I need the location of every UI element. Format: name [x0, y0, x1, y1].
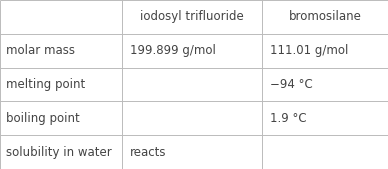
- Text: 199.899 g/mol: 199.899 g/mol: [130, 44, 216, 57]
- Text: 1.9 °C: 1.9 °C: [270, 112, 306, 125]
- Text: melting point: melting point: [6, 78, 85, 91]
- Text: bromosilane: bromosilane: [289, 10, 361, 23]
- Text: −94 °C: −94 °C: [270, 78, 312, 91]
- Text: molar mass: molar mass: [6, 44, 75, 57]
- Text: reacts: reacts: [130, 146, 166, 159]
- Text: 111.01 g/mol: 111.01 g/mol: [270, 44, 348, 57]
- Text: boiling point: boiling point: [6, 112, 80, 125]
- Text: iodosyl trifluoride: iodosyl trifluoride: [140, 10, 244, 23]
- Text: solubility in water: solubility in water: [6, 146, 112, 159]
